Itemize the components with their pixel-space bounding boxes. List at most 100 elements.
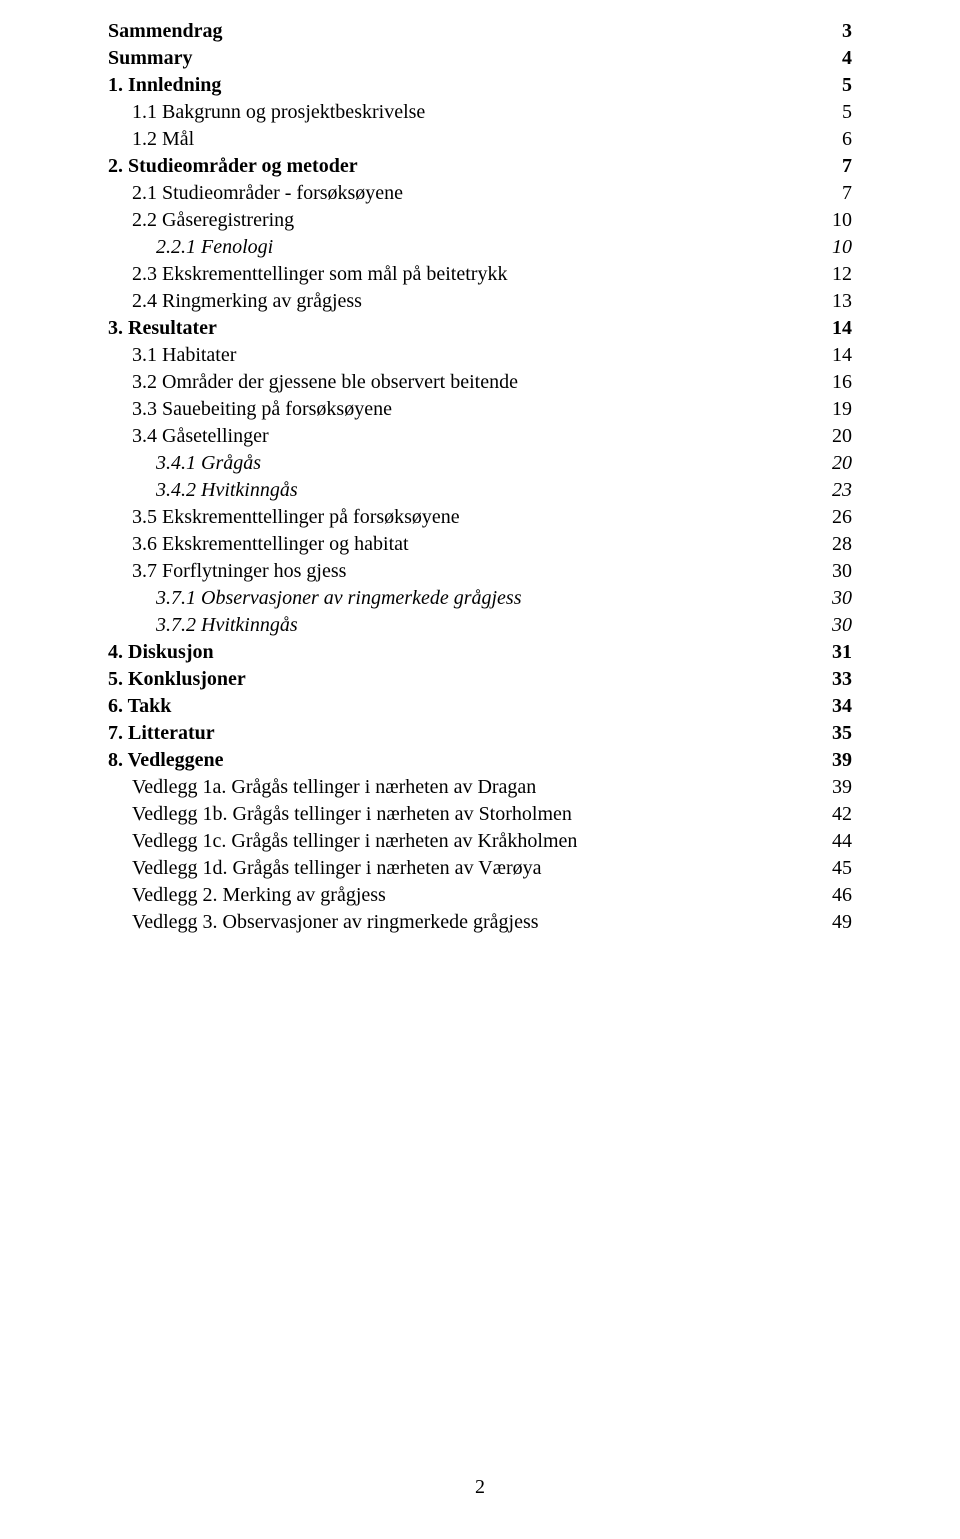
toc-entry-page: 14	[832, 315, 852, 342]
toc-entry-page: 20	[832, 450, 852, 477]
toc-entry: 8. Vedleggene 39	[108, 747, 852, 774]
toc-entry-page: 19	[832, 396, 852, 423]
toc-entry-label: 4. Diskusjon	[108, 639, 214, 666]
toc-entry-page: 7	[842, 153, 852, 180]
toc-entry-label: 6. Takk	[108, 693, 171, 720]
toc-entry-page: 30	[832, 585, 852, 612]
toc-entry-label: 3.4.1 Grågås	[156, 450, 261, 477]
toc-entry-label: 2.4 Ringmerking av grågjess	[132, 288, 362, 315]
toc-entry: 4. Diskusjon 31	[108, 639, 852, 666]
toc-entry-label: 8. Vedleggene	[108, 747, 224, 774]
toc-entry-page: 28	[832, 531, 852, 558]
toc-entry: 3. Resultater 14	[108, 315, 852, 342]
toc-entry-label: 3.5 Ekskrementtellinger på forsøksøyene	[132, 504, 460, 531]
toc-entry-page: 35	[832, 720, 852, 747]
toc-entry-page: 10	[832, 207, 852, 234]
toc-entry-label: 3.7 Forflytninger hos gjess	[132, 558, 346, 585]
toc-entry: 3.4 Gåsetellinger 20	[132, 423, 852, 450]
toc-entry-page: 39	[832, 747, 852, 774]
toc-entry-page: 13	[832, 288, 852, 315]
toc-entry: 2.1 Studieområder - forsøksøyene 7	[132, 180, 852, 207]
toc-entry-page: 3	[842, 18, 852, 45]
toc-entry-page: 16	[832, 369, 852, 396]
toc-entry: 3.6 Ekskrementtellinger og habitat 28	[132, 531, 852, 558]
toc-entry: 3.7.1 Observasjoner av ringmerkede grågj…	[156, 585, 852, 612]
toc-entry-label: 3. Resultater	[108, 315, 217, 342]
toc-entry: 3.4.2 Hvitkinngås 23	[156, 477, 852, 504]
toc-entry-page: 46	[832, 882, 852, 909]
toc-entry: Summary 4	[108, 45, 852, 72]
toc-entry: 5. Konklusjoner 33	[108, 666, 852, 693]
toc-entry-label: Vedlegg 1a. Grågås tellinger i nærheten …	[132, 774, 536, 801]
toc-entry: 3.1 Habitater 14	[132, 342, 852, 369]
toc-entry-page: 26	[832, 504, 852, 531]
toc-entry-page: 42	[832, 801, 852, 828]
toc-entry-page: 44	[832, 828, 852, 855]
toc-entry: 2. Studieområder og metoder 7	[108, 153, 852, 180]
toc-entry: Vedlegg 1b. Grågås tellinger i nærheten …	[132, 801, 852, 828]
toc-entry-label: 7. Litteratur	[108, 720, 215, 747]
toc-entry-page: 31	[832, 639, 852, 666]
toc-entry-page: 45	[832, 855, 852, 882]
toc-entry-label: 2.1 Studieområder - forsøksøyene	[132, 180, 403, 207]
toc-entry: 1.1 Bakgrunn og prosjektbeskrivelse 5	[132, 99, 852, 126]
toc-entry-label: 2. Studieområder og metoder	[108, 153, 358, 180]
toc-entry-label: 3.4 Gåsetellinger	[132, 423, 269, 450]
toc-entry: Vedlegg 1c. Grågås tellinger i nærheten …	[132, 828, 852, 855]
toc-entry-label: 3.2 Områder der gjessene ble observert b…	[132, 369, 518, 396]
toc-entry: Sammendrag 3	[108, 18, 852, 45]
toc-entry: 3.5 Ekskrementtellinger på forsøksøyene …	[132, 504, 852, 531]
toc-entry-label: Summary	[108, 45, 192, 72]
page-number: 2	[108, 1476, 852, 1499]
toc-entry-page: 7	[842, 180, 852, 207]
toc-entry: 2.2 Gåseregistrering 10	[132, 207, 852, 234]
toc-entry: 3.3 Sauebeiting på forsøksøyene 19	[132, 396, 852, 423]
toc-entry-label: Vedlegg 2. Merking av grågjess	[132, 882, 386, 909]
toc-entry-page: 39	[832, 774, 852, 801]
toc-entry-page: 14	[832, 342, 852, 369]
toc-entry-label: 2.2.1 Fenologi	[156, 234, 273, 261]
table-of-contents: Sammendrag 3Summary 41. Innledning 51.1 …	[108, 18, 852, 936]
toc-entry-label: 1.1 Bakgrunn og prosjektbeskrivelse	[132, 99, 425, 126]
toc-entry: 3.4.1 Grågås 20	[156, 450, 852, 477]
toc-entry-page: 30	[832, 558, 852, 585]
toc-entry-label: 3.1 Habitater	[132, 342, 236, 369]
toc-entry: Vedlegg 2. Merking av grågjess 46	[132, 882, 852, 909]
toc-entry: 2.4 Ringmerking av grågjess 13	[132, 288, 852, 315]
toc-entry: Vedlegg 1d. Grågås tellinger i nærheten …	[132, 855, 852, 882]
toc-entry-label: 3.4.2 Hvitkinngås	[156, 477, 298, 504]
toc-entry: 3.2 Områder der gjessene ble observert b…	[132, 369, 852, 396]
toc-entry: 1. Innledning 5	[108, 72, 852, 99]
toc-entry-label: 5. Konklusjoner	[108, 666, 246, 693]
toc-entry-page: 10	[832, 234, 852, 261]
toc-entry: 7. Litteratur 35	[108, 720, 852, 747]
toc-entry-label: 3.7.1 Observasjoner av ringmerkede grågj…	[156, 585, 522, 612]
toc-entry-label: Vedlegg 3. Observasjoner av ringmerkede …	[132, 909, 539, 936]
toc-entry-page: 12	[832, 261, 852, 288]
toc-entry: 6. Takk 34	[108, 693, 852, 720]
toc-entry-label: 1. Innledning	[108, 72, 221, 99]
toc-entry-label: Sammendrag	[108, 18, 222, 45]
toc-entry-page: 5	[842, 99, 852, 126]
toc-entry: 2.2.1 Fenologi 10	[156, 234, 852, 261]
toc-entry-page: 20	[832, 423, 852, 450]
toc-entry-page: 33	[832, 666, 852, 693]
toc-entry-label: 3.6 Ekskrementtellinger og habitat	[132, 531, 409, 558]
toc-entry-page: 23	[832, 477, 852, 504]
toc-entry-label: Vedlegg 1b. Grågås tellinger i nærheten …	[132, 801, 572, 828]
toc-entry-label: 1.2 Mål	[132, 126, 194, 153]
toc-entry-label: Vedlegg 1d. Grågås tellinger i nærheten …	[132, 855, 542, 882]
toc-entry-label: 2.2 Gåseregistrering	[132, 207, 294, 234]
toc-entry: 1.2 Mål 6	[132, 126, 852, 153]
toc-entry-page: 4	[842, 45, 852, 72]
toc-entry-label: 3.3 Sauebeiting på forsøksøyene	[132, 396, 392, 423]
toc-entry-label: 2.3 Ekskrementtellinger som mål på beite…	[132, 261, 507, 288]
toc-entry-page: 49	[832, 909, 852, 936]
toc-entry-label: Vedlegg 1c. Grågås tellinger i nærheten …	[132, 828, 577, 855]
toc-entry-page: 34	[832, 693, 852, 720]
toc-entry: 3.7.2 Hvitkinngås 30	[156, 612, 852, 639]
toc-entry: 2.3 Ekskrementtellinger som mål på beite…	[132, 261, 852, 288]
toc-entry: Vedlegg 1a. Grågås tellinger i nærheten …	[132, 774, 852, 801]
toc-entry: Vedlegg 3. Observasjoner av ringmerkede …	[132, 909, 852, 936]
toc-entry-page: 30	[832, 612, 852, 639]
